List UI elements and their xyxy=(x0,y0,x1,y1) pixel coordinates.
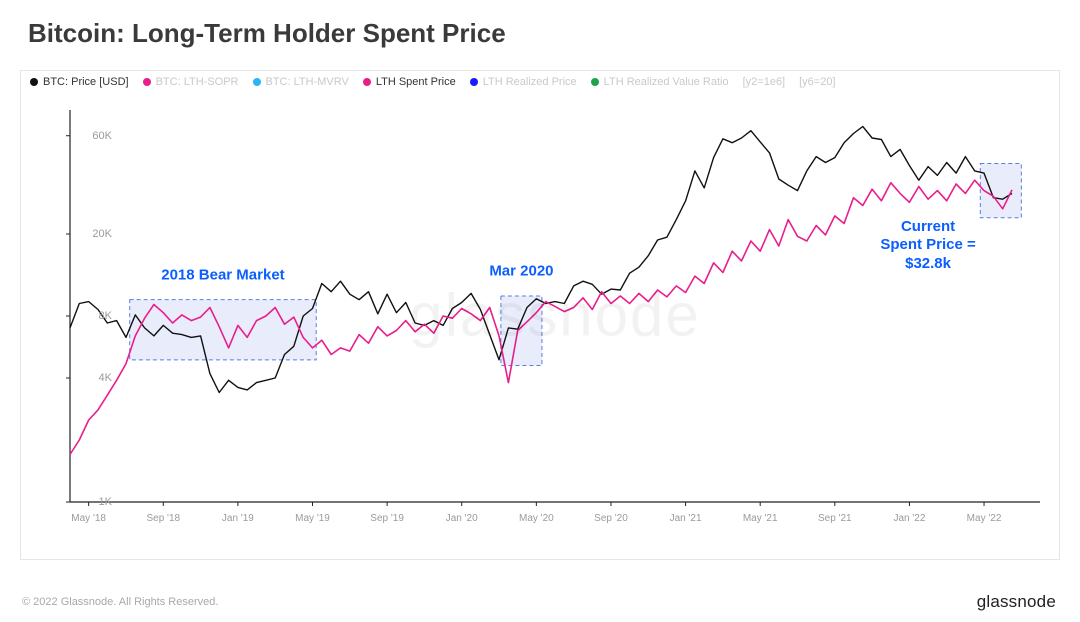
chart-svg xyxy=(60,100,1050,530)
y-axis-tick-label: 20K xyxy=(72,228,112,240)
x-axis-tick-label: May '18 xyxy=(71,513,106,524)
legend-label: LTH Realized Value Ratio xyxy=(604,76,729,88)
y-axis-tick-label: 4K xyxy=(72,372,112,384)
legend-scale-label: [y6=20] xyxy=(799,76,835,88)
legend-label: BTC: LTH-SOPR xyxy=(156,76,239,88)
legend-item[interactable]: BTC: LTH-SOPR xyxy=(143,76,239,88)
plot-area: glassnode 1K4K8K20K60KMay '18Sep '18Jan … xyxy=(60,100,1050,530)
legend-item[interactable]: BTC: LTH-MVRV xyxy=(253,76,349,88)
legend-scale-label: [y2=1e6] xyxy=(743,76,786,88)
x-axis-tick-label: May '20 xyxy=(519,513,554,524)
x-axis-tick-label: Jan '20 xyxy=(446,513,478,524)
x-axis-tick-label: Jan '19 xyxy=(222,513,254,524)
legend-dot-icon xyxy=(253,78,261,86)
y-axis-tick-label: 60K xyxy=(72,130,112,142)
brand-logo: glassnode xyxy=(977,592,1056,612)
chart-title: Bitcoin: Long-Term Holder Spent Price xyxy=(28,18,506,49)
legend-item[interactable]: LTH Realized Value Ratio xyxy=(591,76,729,88)
x-axis-tick-label: Jan '21 xyxy=(670,513,702,524)
legend-item[interactable]: BTC: Price [USD] xyxy=(30,76,129,88)
legend-dot-icon xyxy=(30,78,38,86)
x-axis-tick-label: Jan '22 xyxy=(893,513,925,524)
x-axis-tick-label: Sep '19 xyxy=(370,513,404,524)
highlight-box xyxy=(980,163,1021,217)
legend-dot-icon xyxy=(470,78,478,86)
page: Bitcoin: Long-Term Holder Spent Price BT… xyxy=(0,0,1080,622)
legend-dot-icon xyxy=(591,78,599,86)
legend-item[interactable]: LTH Realized Price xyxy=(470,76,577,88)
copyright-footer: © 2022 Glassnode. All Rights Reserved. xyxy=(22,596,218,608)
legend-dot-icon xyxy=(363,78,371,86)
x-axis-tick-label: Sep '18 xyxy=(146,513,180,524)
legend-item[interactable]: LTH Spent Price xyxy=(363,76,456,88)
legend-label: BTC: LTH-MVRV xyxy=(266,76,349,88)
x-axis-tick-label: Sep '21 xyxy=(818,513,852,524)
y-axis-tick-label: 1K xyxy=(72,496,112,508)
x-axis-tick-label: May '22 xyxy=(967,513,1002,524)
legend-dot-icon xyxy=(143,78,151,86)
x-axis-tick-label: Sep '20 xyxy=(594,513,628,524)
x-axis-tick-label: May '19 xyxy=(295,513,330,524)
legend-label: LTH Spent Price xyxy=(376,76,456,88)
x-axis-tick-label: May '21 xyxy=(743,513,778,524)
legend: BTC: Price [USD] BTC: LTH-SOPR BTC: LTH-MV… xyxy=(30,76,1050,88)
legend-label: LTH Realized Price xyxy=(483,76,577,88)
y-axis-tick-label: 8K xyxy=(72,310,112,322)
legend-label: BTC: Price [USD] xyxy=(43,76,129,88)
